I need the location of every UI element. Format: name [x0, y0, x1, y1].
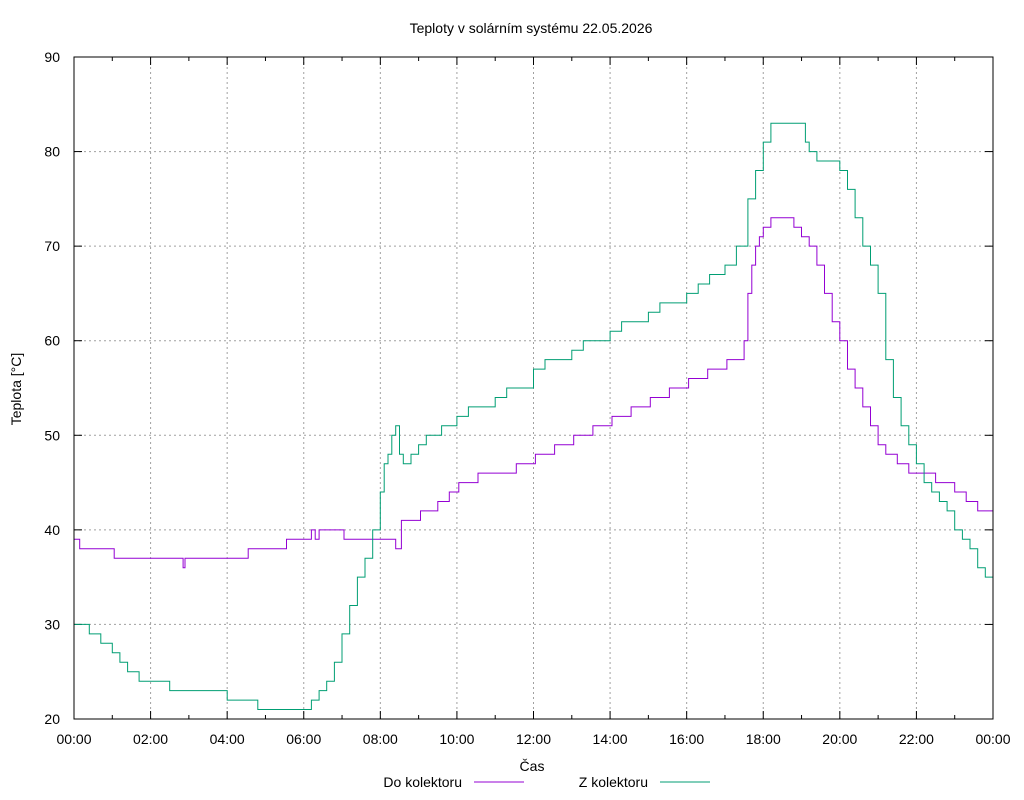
x-tick-label: 20:00 [822, 731, 857, 747]
x-tick-label: 00:00 [975, 731, 1010, 747]
x-tick-label: 00:00 [56, 731, 91, 747]
x-tick-label: 18:00 [746, 731, 781, 747]
series-line-do-kolektoru [74, 217, 994, 569]
x-tick-label: 02:00 [133, 731, 168, 747]
legend-label-do-kolektoru: Do kolektoru [383, 774, 462, 790]
y-tick-label: 40 [44, 522, 60, 538]
legend: Do kolektoru Z kolektoru [383, 774, 710, 790]
y-tick-label: 90 [44, 49, 60, 65]
x-tick-label: 16:00 [669, 731, 704, 747]
x-axis-label: Čas [520, 758, 545, 774]
x-tick-label: 04:00 [210, 731, 245, 747]
series-lines [74, 122, 994, 710]
x-tick-label: 14:00 [593, 731, 628, 747]
x-tick-label: 12:00 [516, 731, 551, 747]
y-tick-label: 80 [44, 144, 60, 160]
chart-title: Teploty v solárním systému 22.05.2026 [410, 20, 653, 36]
y-tick-label: 50 [44, 427, 60, 443]
y-tick-label: 20 [44, 711, 60, 727]
legend-label-z-kolektoru: Z kolektoru [579, 774, 648, 790]
x-tick-label: 10:00 [439, 731, 474, 747]
y-tick-label: 70 [44, 238, 60, 254]
plot-frame [73, 56, 994, 720]
x-tick-label: 22:00 [899, 731, 934, 747]
y-tick-label: 60 [44, 333, 60, 349]
series-line-z-kolektoru [74, 122, 994, 710]
x-tick-label: 08:00 [363, 731, 398, 747]
x-tick-label: 06:00 [286, 731, 321, 747]
y-tick-label: 30 [44, 616, 60, 632]
y-axis-label: Teplota [°C] [8, 353, 24, 426]
axis-ticks: 20 30 40 50 60 70 80 90 00:00 02:00 04:00 06:00 08:0… [44, 49, 1010, 747]
